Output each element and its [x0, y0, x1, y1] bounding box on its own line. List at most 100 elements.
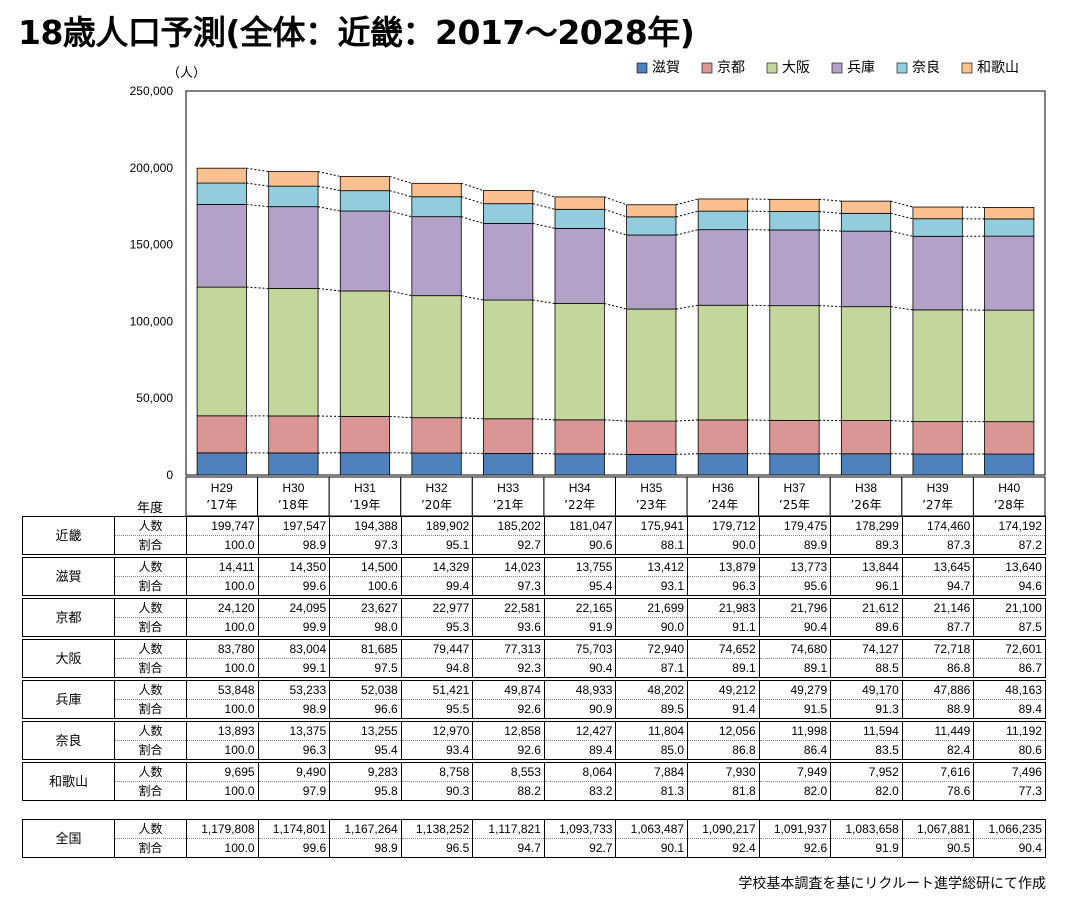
- bar-segment: [912, 235, 963, 311]
- bar-segment: [840, 453, 892, 476]
- prefecture-label: 兵庫: [22, 680, 115, 719]
- count-cell: 79,447: [400, 639, 474, 659]
- bar-segment: [840, 200, 892, 214]
- count-cell: 7,930: [687, 762, 760, 782]
- y-tick-label: 150,000: [130, 238, 174, 252]
- series-connector: [389, 290, 412, 297]
- x-category-cell: [972, 476, 1046, 516]
- series-connector: [675, 210, 699, 218]
- ratio-cell: 100.0: [186, 576, 259, 596]
- ratio-cell: 89.5: [615, 699, 689, 719]
- row-label-ratio: 割合: [114, 658, 187, 678]
- bar-segment: [697, 198, 748, 212]
- bar-segment: [769, 305, 820, 421]
- series-connector: [819, 211, 842, 214]
- ratio-cell: 87.2: [973, 535, 1046, 555]
- series-connector: [389, 190, 412, 198]
- table-row: 割合 100.0 99.6 98.9 96.5 94.7 92.7 90.1 92.4 92.6 9…: [23, 838, 1046, 858]
- series-connector: [890, 306, 913, 311]
- count-cell: 11,804: [615, 721, 689, 741]
- series-connector: [461, 182, 484, 192]
- count-cell: 14,500: [329, 557, 402, 577]
- ratio-cell: 92.7: [543, 838, 617, 858]
- ratio-cell: 94.6: [973, 576, 1046, 596]
- bar-segment: [840, 230, 892, 308]
- x-category-cell: [758, 476, 831, 516]
- bar-segment: [339, 176, 391, 192]
- count-cell: 51,421: [400, 680, 474, 700]
- ratio-cell: 90.3: [400, 781, 474, 801]
- series-connector: [532, 418, 556, 421]
- row-label-ratio: 割合: [114, 699, 187, 719]
- ratio-cell: 87.3: [901, 535, 975, 555]
- ratio-cell: 97.5: [329, 658, 402, 678]
- y-tick-label: 0: [166, 468, 173, 482]
- bar-segment: [411, 196, 462, 218]
- page-title: 18歳人口予測(全体：近畿：2017～2028年): [18, 13, 695, 52]
- count-cell: 74,680: [758, 639, 832, 659]
- ratio-cell: 95.4: [543, 576, 617, 596]
- x-tick-label: H37: [783, 481, 805, 495]
- x-tick-label: ’23年: [636, 498, 667, 512]
- bar-segment: [769, 419, 820, 455]
- count-cell: 11,192: [973, 721, 1046, 741]
- x-tick-label: ’22年: [564, 498, 595, 512]
- row-label-ratio: 割合: [114, 740, 187, 760]
- bar-segment: [626, 234, 677, 310]
- ratio-cell: 81.3: [615, 781, 689, 801]
- bar-segment: [697, 304, 748, 421]
- legend-label: 京都: [717, 60, 745, 76]
- count-cell: 13,645: [901, 557, 975, 577]
- legend-label: 滋賀: [652, 60, 680, 76]
- series-connector: [819, 198, 842, 202]
- legend-swatch: [831, 62, 843, 74]
- x-tick-label: H36: [712, 481, 734, 495]
- series-connector: [890, 230, 914, 237]
- ratio-cell: 81.8: [687, 781, 760, 801]
- bar-segment: [697, 210, 748, 231]
- count-cell: 13,844: [830, 557, 903, 577]
- bar-segment: [554, 419, 605, 455]
- plot-area: [185, 90, 1046, 476]
- series-connector: [675, 453, 699, 455]
- table-row: 割合 100.0 99.1 97.5 94.8 92.3 90.4 87.1 89.1 89.1 8…: [23, 658, 1046, 678]
- count-cell: 74,652: [687, 639, 760, 659]
- bar-segment: [984, 235, 1035, 311]
- ratio-cell: 90.4: [973, 838, 1046, 858]
- series-connector: [532, 203, 556, 210]
- row-label-ratio: 割合: [114, 576, 187, 596]
- series-connector: [461, 196, 484, 205]
- count-cell: 81,685: [329, 639, 402, 659]
- x-category-cell: [185, 476, 259, 516]
- count-cell: 11,998: [758, 721, 832, 741]
- population-table: 近畿 人数 199,747 197,547 194,388 189,902 185,202 1…: [22, 516, 1046, 858]
- count-cell: 7,952: [830, 762, 903, 782]
- ratio-cell: 86.8: [687, 740, 760, 760]
- count-cell: 77,313: [472, 639, 545, 659]
- row-label-count: 人数: [114, 557, 187, 577]
- ratio-cell: 100.0: [186, 617, 259, 637]
- ratio-cell: 96.6: [329, 699, 402, 719]
- series-connector: [246, 167, 269, 173]
- ratio-cell: 96.1: [830, 576, 903, 596]
- ratio-cell: 82.0: [758, 781, 832, 801]
- legend-label: 和歌山: [977, 60, 1019, 76]
- ratio-cell: 92.4: [687, 838, 760, 858]
- count-cell: 1,067,881: [901, 819, 975, 839]
- count-cell: 83,004: [257, 639, 331, 659]
- count-cell: 8,553: [472, 762, 545, 782]
- ratio-cell: 98.9: [257, 699, 331, 719]
- bar-segment: [268, 415, 319, 454]
- table-row: 割合 100.0 98.9 97.3 95.1 92.7 90.6 88.1 90.0 89.9 8…: [23, 535, 1046, 555]
- count-cell: 7,496: [973, 762, 1046, 782]
- bar-segment: [411, 452, 462, 476]
- prefecture-label: 近畿: [22, 516, 115, 555]
- bar-segment: [912, 421, 963, 455]
- x-tick-label: ’20年: [421, 498, 452, 512]
- row-label-ratio: 割合: [114, 781, 187, 801]
- count-cell: 22,581: [472, 598, 545, 618]
- x-tick-label: H35: [640, 481, 662, 495]
- ratio-cell: 82.4: [901, 740, 975, 760]
- series-connector: [389, 415, 412, 419]
- bar-segment: [912, 206, 963, 220]
